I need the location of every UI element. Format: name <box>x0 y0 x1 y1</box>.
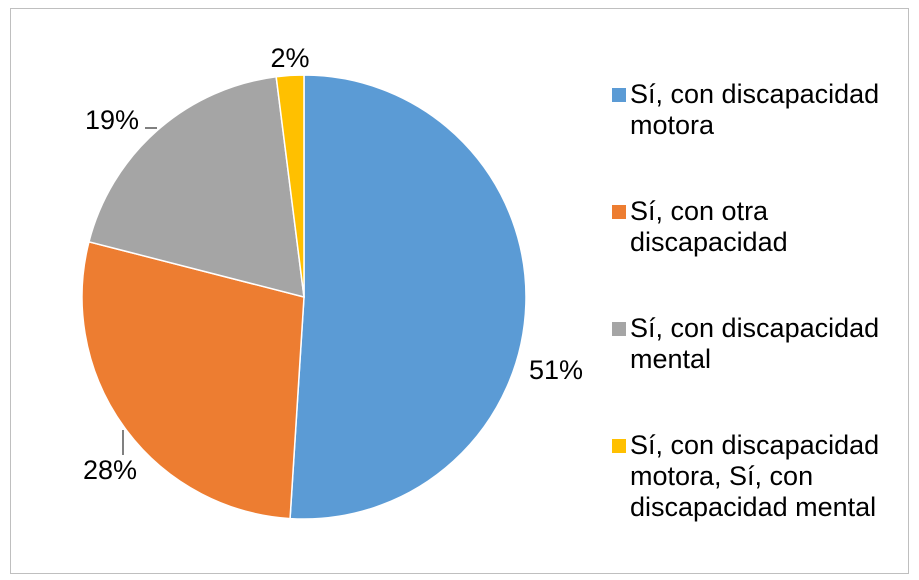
legend-label: Sí, con discapacidad motora <box>630 79 887 140</box>
data-label: 28% <box>83 455 137 485</box>
pie-slice <box>88 75 305 299</box>
legend-swatch <box>612 88 626 102</box>
legend-swatch <box>612 205 626 219</box>
pie-slice <box>289 74 527 520</box>
legend-swatch <box>612 439 626 453</box>
data-label: 19% <box>85 105 139 135</box>
legend-label: Sí, con discapacidad mental <box>630 313 887 374</box>
legend-swatch <box>612 322 626 336</box>
pie-slice <box>275 74 305 298</box>
pie-slice <box>81 240 305 520</box>
legend-label: Sí, con otra discapacidad <box>630 196 788 257</box>
data-label: 2% <box>270 43 309 73</box>
data-label: 51% <box>529 355 583 385</box>
legend-label: Sí, con discapacidad motora, Sí, con dis… <box>630 430 887 522</box>
